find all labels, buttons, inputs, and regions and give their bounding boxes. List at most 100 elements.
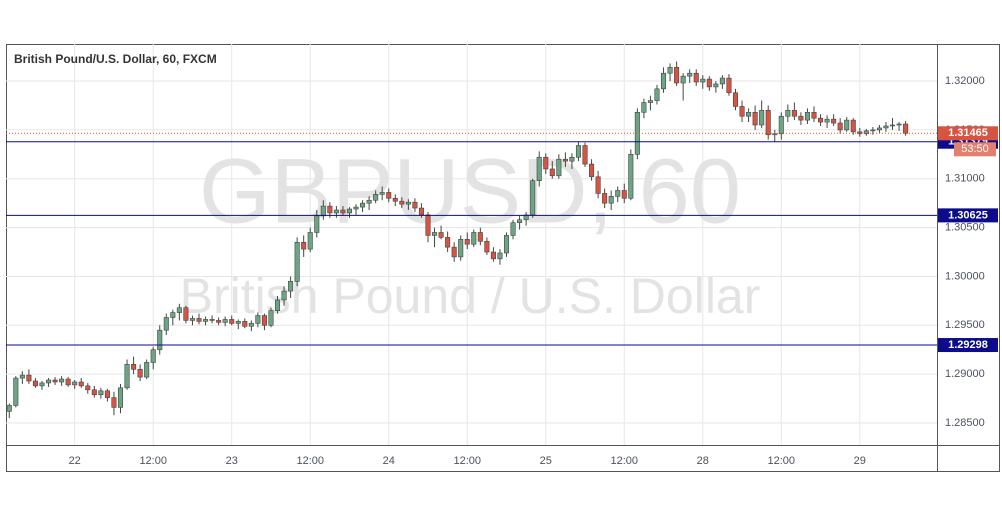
candle-body (418, 207, 424, 216)
candle-body (647, 100, 653, 103)
candle-body (26, 374, 32, 382)
candle-body (582, 145, 588, 165)
candle-body (575, 145, 581, 158)
candle-body (6, 405, 12, 412)
x-tick-label: 28 (697, 455, 709, 467)
level-label-box (938, 338, 998, 353)
candle-body (255, 315, 261, 324)
candle-body (399, 200, 405, 205)
candle-body (602, 193, 608, 204)
candle-body (530, 180, 536, 216)
y-tick-label: 1.29000 (945, 368, 985, 380)
last-price-label: 1.31465 (948, 127, 988, 139)
x-tick-label: 24 (383, 455, 395, 467)
candle-body (32, 380, 38, 387)
candle-body (104, 390, 110, 398)
countdown-box (954, 142, 996, 157)
watermark-symbol: GBPUSD, 60 (199, 140, 741, 242)
candle-body (876, 127, 882, 131)
candle-body (235, 321, 241, 324)
candle-body (889, 124, 896, 127)
candle-body (811, 111, 817, 119)
level-label: 1.29298 (948, 339, 988, 351)
candle-body (844, 119, 850, 131)
x-tick-label: 22 (69, 455, 81, 467)
x-tick-label: 12:00 (768, 455, 796, 467)
watermark-description: British Pound / U.S. Dollar (180, 268, 761, 324)
candle-body (739, 106, 745, 117)
last-price-box (938, 126, 998, 141)
candle-body (65, 378, 71, 386)
candle-body (261, 315, 267, 326)
x-tick-label: 29 (854, 455, 866, 467)
candle-body (752, 111, 758, 126)
candle-body (850, 119, 856, 133)
candle-body (333, 209, 339, 214)
candle-body (346, 208, 353, 214)
candle-body (268, 310, 274, 326)
candle-body (183, 307, 189, 321)
candle-body (791, 110, 797, 117)
candle-body (870, 129, 876, 132)
candle-body (229, 319, 235, 324)
candle-body (634, 111, 640, 155)
candle-body (163, 317, 169, 331)
candle-body (216, 320, 222, 323)
candle-body (883, 125, 889, 129)
candle-body (307, 232, 313, 250)
candle-body (700, 78, 706, 83)
level-label-box (938, 208, 998, 223)
candle-body (248, 323, 254, 327)
x-tick-label: 12:00 (611, 455, 639, 467)
candle-body (490, 251, 496, 260)
candle-body (562, 158, 568, 162)
candle-body (903, 123, 909, 134)
candle-body (837, 122, 843, 131)
candle-body (189, 318, 195, 321)
x-tick-label: 12:00 (296, 455, 324, 467)
candle-body (713, 83, 719, 88)
candle-body (759, 110, 765, 126)
chart-frame (6, 44, 1000, 472)
candle-body (497, 252, 503, 260)
candle-body (556, 158, 562, 177)
candle-body (484, 240, 490, 253)
candle-body (804, 111, 810, 121)
candle-body (785, 110, 791, 117)
level-label: 1.30625 (948, 209, 988, 221)
candle-body (52, 379, 58, 383)
candle-body (203, 319, 209, 322)
y-tick-label: 1.30000 (945, 270, 985, 282)
candle-body (314, 215, 320, 233)
candle-body (425, 214, 431, 236)
candle-body (124, 364, 130, 389)
candle-body (772, 133, 778, 136)
x-tick-label: 12:00 (139, 455, 167, 467)
x-tick-label: 23 (226, 455, 238, 467)
candle-body (660, 72, 667, 90)
candle-body (78, 381, 84, 387)
candle-body (438, 232, 444, 238)
candle-body (706, 78, 712, 88)
candle-body (857, 131, 863, 135)
candle-body (471, 232, 477, 245)
candle-body (654, 88, 660, 101)
candle-body (131, 364, 137, 370)
candle-body (674, 67, 680, 84)
candle-body (746, 111, 752, 117)
y-tick-label: 1.29500 (945, 319, 985, 331)
candle-body (379, 192, 385, 195)
candle-body (536, 156, 542, 181)
candle-body (373, 194, 379, 201)
candle-body (451, 246, 457, 258)
candle-body (170, 312, 176, 318)
candle-body (863, 130, 869, 135)
countdown-label: 53:50 (961, 143, 989, 155)
candle-body (19, 374, 25, 379)
candle-body (778, 115, 784, 135)
candle-body (150, 349, 156, 363)
candle-body (392, 197, 398, 202)
candle-body (340, 209, 346, 214)
candle-body (288, 281, 294, 292)
candle-body (85, 385, 91, 391)
